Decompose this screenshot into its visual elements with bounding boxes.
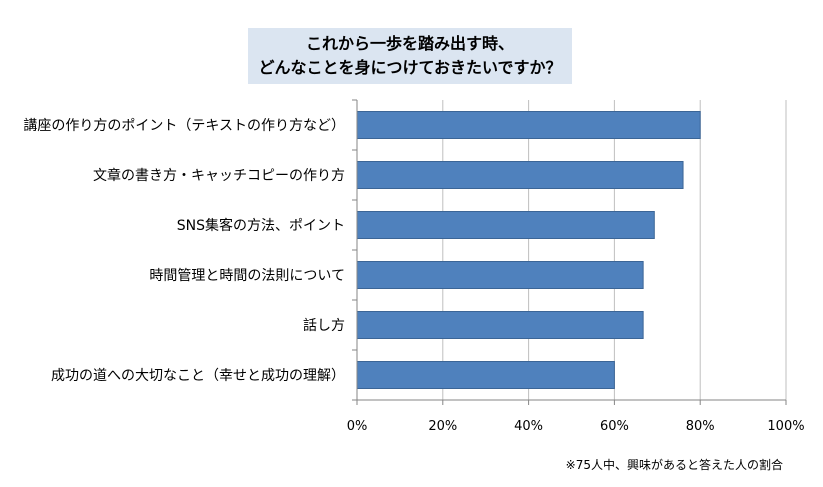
bar [356,311,644,339]
x-tick-labels: 0% 20% 40% 60% 80% 100% [347,419,805,434]
x-tick-label: 40% [514,419,543,434]
category-label: 文章の書き方・キャッチコピーの作り方 [93,167,345,184]
bar [356,261,644,289]
chart-title-line-2: どんなことを身につけておきたいですか？ [258,58,562,77]
bar [356,211,655,239]
x-tick-label: 0% [347,419,368,434]
x-tick-label: 100% [767,419,804,434]
category-label: 成功の道への大切なこと（幸せと成功の理解） [51,368,345,384]
category-label: 話し方 [303,317,345,334]
bar [356,161,684,189]
chart-title-line-1: これから一歩を踏み出す時、 [305,34,514,53]
category-label: 講座の作り方のポイント（テキストの作り方など） [23,118,345,134]
chart-title: これから一歩を踏み出す時、 どんなことを身につけておきたいですか？ [248,28,572,84]
gridlines [442,100,787,400]
x-tick-label: 20% [428,419,457,434]
x-tick-label: 80% [686,419,715,434]
category-label: 時間管理と時間の法則について [149,268,345,284]
bar [356,361,615,389]
bars [356,111,701,389]
x-tick-label: 60% [600,419,629,434]
category-label: SNS集客の方法、ポイント [177,217,345,234]
axes [352,99,787,405]
category-labels: 講座の作り方のポイント（テキストの作り方など） 文章の書き方・キャッチコピーの作り… [23,118,345,384]
bar [356,111,701,139]
footnote: ※75人中、興味があると答えた人の割合 [565,458,783,472]
